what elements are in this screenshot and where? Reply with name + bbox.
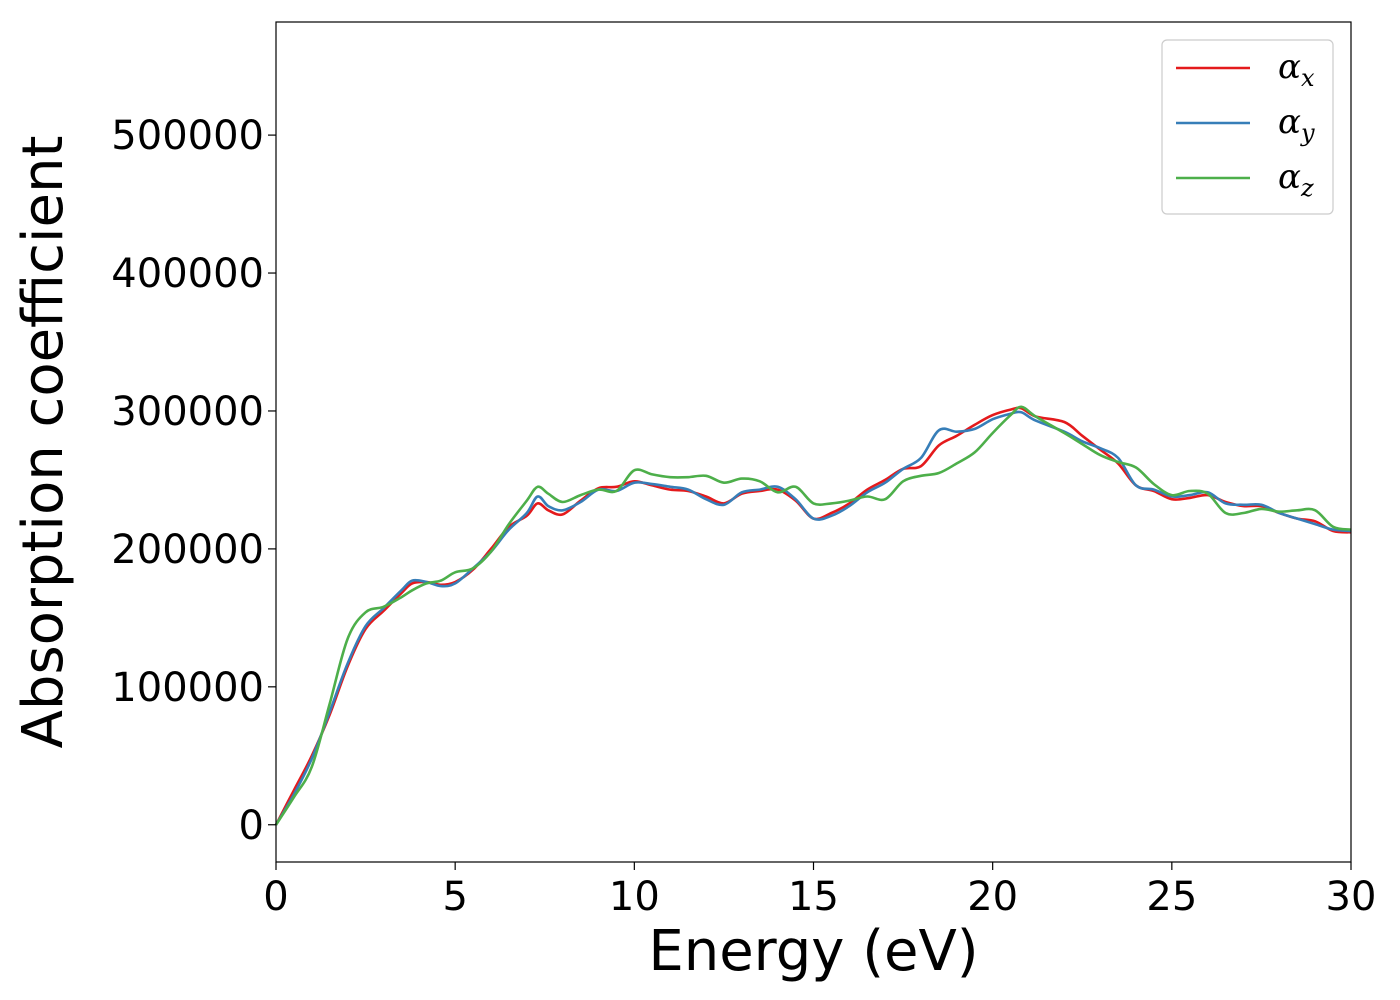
x-tick-label: 25 bbox=[1146, 874, 1197, 920]
y-tick-label: 200000 bbox=[111, 527, 264, 573]
y-tick-label: 300000 bbox=[111, 389, 264, 435]
y-tick-label: 100000 bbox=[111, 665, 264, 711]
legend-label-z: αz bbox=[1278, 157, 1314, 202]
legend-subscript: x bbox=[1301, 64, 1315, 92]
legend-symbol: α bbox=[1278, 102, 1301, 142]
x-tick-label: 5 bbox=[442, 874, 467, 920]
y-tick-label: 400000 bbox=[111, 251, 264, 297]
series-line-y bbox=[274, 410, 1352, 826]
legend-subscript: y bbox=[1300, 119, 1315, 147]
y-tick-label: 500000 bbox=[111, 113, 264, 159]
legend-box bbox=[1161, 39, 1334, 215]
x-tick-label: 10 bbox=[609, 874, 660, 920]
x-tick-label: 30 bbox=[1326, 874, 1377, 920]
y-tick-label: 0 bbox=[239, 803, 264, 849]
y-axis-title: Absorption coefficient bbox=[11, 136, 76, 749]
y-axis: 0 100000 200000 300000 400000 500000 bbox=[111, 113, 276, 849]
x-axis: 0 5 10 15 20 25 30 bbox=[263, 862, 1376, 920]
x-axis-title: Energy (eV) bbox=[648, 919, 978, 984]
x-tick-label: 20 bbox=[967, 874, 1018, 920]
legend-symbol: α bbox=[1278, 47, 1301, 87]
legend-label-x: αx bbox=[1278, 47, 1315, 92]
legend-subscript: z bbox=[1300, 174, 1314, 202]
x-tick-label: 15 bbox=[788, 874, 839, 920]
series-layer bbox=[274, 405, 1352, 826]
legend-label-y: αy bbox=[1278, 102, 1315, 147]
x-tick-label: 0 bbox=[263, 874, 288, 920]
legend-symbol: α bbox=[1278, 157, 1301, 197]
series-line-z bbox=[274, 405, 1352, 826]
